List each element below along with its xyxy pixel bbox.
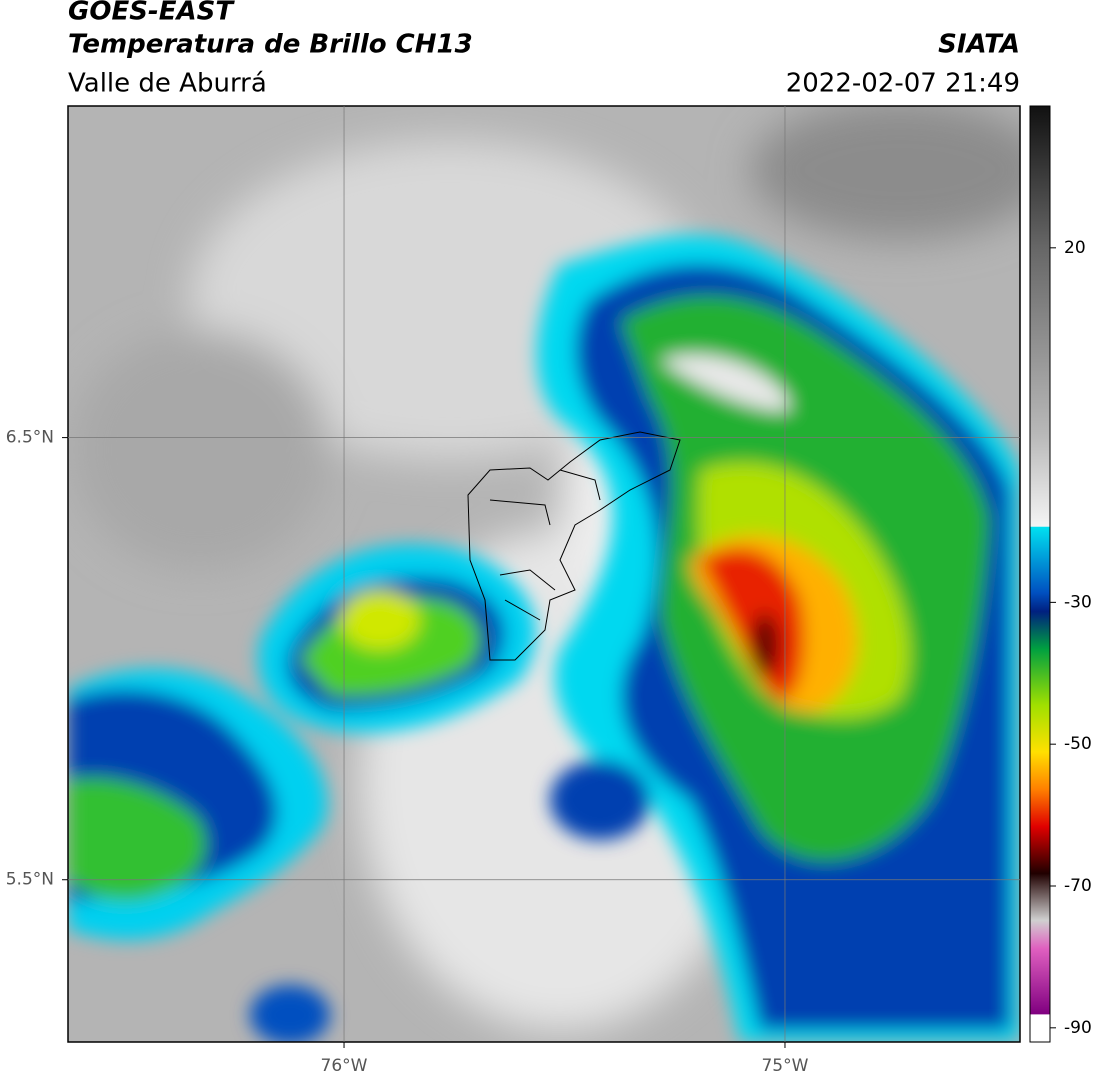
- colorbar-tick-label: -70: [1064, 876, 1092, 896]
- colorbar: [1029, 105, 1051, 1043]
- region: Valle de Aburrá: [68, 69, 267, 99]
- datetime: 2022-02-07 21:49: [786, 69, 1020, 99]
- colorbar-tick-label: 20: [1064, 238, 1086, 258]
- title: GOES-EAST: [68, 0, 235, 27]
- map-frame: [67, 105, 1021, 1043]
- map-image: [68, 106, 1020, 1042]
- colorbar-tick-label: -30: [1064, 592, 1092, 612]
- y-tick-label: 5.5°N: [6, 870, 54, 890]
- subtitle: Temperatura de Brillo CH13: [68, 30, 473, 60]
- source: SIATA: [938, 30, 1020, 60]
- x-tick-label: 75°W: [761, 1056, 808, 1076]
- colorbar-tick-label: -90: [1064, 1018, 1092, 1038]
- x-tick-label: 76°W: [321, 1056, 368, 1076]
- y-tick-label: 6.5°N: [6, 428, 54, 448]
- colorbar-tick-label: -50: [1064, 734, 1092, 754]
